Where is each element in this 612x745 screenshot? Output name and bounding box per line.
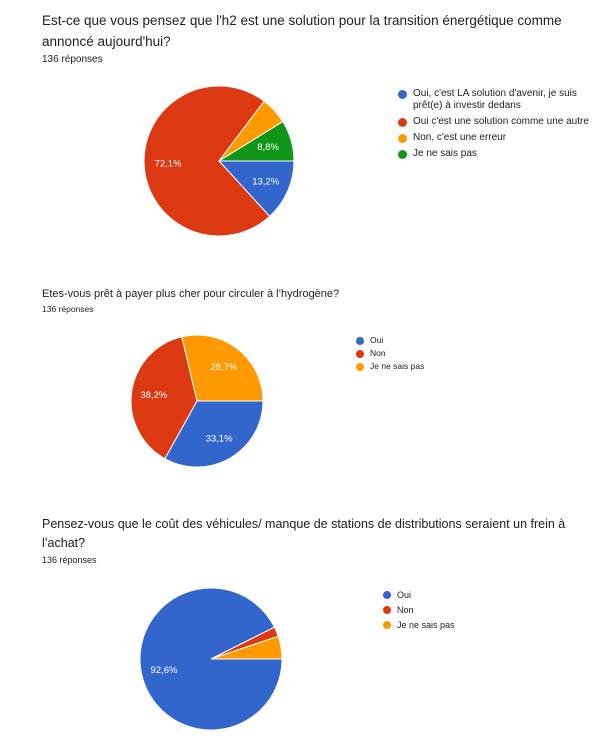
pie-slice-je-ne-sais-pas: [210, 635, 283, 660]
legend-swatch: [356, 362, 364, 371]
legend-swatch: [356, 349, 364, 358]
legend-label: Oui: [397, 590, 412, 600]
pie-slice-oui-c-est-la-solution-d-avenir-je-suis-p: [217, 160, 295, 218]
legend-swatch: [398, 89, 407, 99]
pie-slice-je-ne-sais-pas: [181, 334, 264, 402]
slice-percent-label: 28,7%: [211, 362, 238, 373]
slice-percent-label: 72,1%: [155, 158, 182, 169]
slice-percent-label: 92,6%: [151, 665, 178, 676]
pie-slice-je-ne-sais-pas: [217, 120, 295, 162]
legend-label: Je ne sais pas: [397, 620, 455, 630]
legend-item: Je ne sais pas: [398, 148, 598, 160]
legend-item: Je ne sais pas: [356, 361, 556, 372]
slice-percent-label: 38,2%: [140, 390, 167, 401]
legend-swatch: [356, 336, 364, 345]
pie-slice-non: [130, 336, 198, 460]
legend-label: Non: [397, 605, 414, 615]
legend-item: Oui: [383, 589, 583, 601]
pie-slice-oui-c-est-une-solution-comme-une-autre: [143, 85, 271, 237]
chart-title: Pensez-vous que le coût des véhicules/ m…: [42, 517, 566, 550]
chart-legend: Oui, c'est LA solution d'avenir, je suis…: [398, 88, 598, 164]
pie-slice-oui: [164, 400, 264, 468]
legend-swatch: [398, 149, 407, 159]
legend-item: Oui: [356, 335, 556, 346]
response-count: 136 réponses: [42, 54, 103, 65]
legend-item: Non: [383, 604, 583, 616]
slice-percent-label: 8,8%: [257, 142, 279, 153]
legend-label: Oui: [370, 335, 384, 345]
response-count: 136 réponses: [42, 555, 97, 565]
legend-item: Non: [356, 348, 556, 359]
slice-percent-label: 33,1%: [206, 434, 233, 445]
legend-label: Je ne sais pas: [370, 361, 425, 371]
pie-chart: 33,1% 38,2% 28,7%: [130, 334, 264, 468]
chart-title: Est-ce que vous pensez que l'h2 est une …: [42, 13, 562, 49]
legend-item: Oui c'est une solution comme une autre: [398, 116, 598, 128]
legend-item: Oui, c'est LA solution d'avenir, je suis…: [398, 88, 598, 112]
legend-swatch: [383, 606, 391, 614]
slice-percent-label: 13,2%: [252, 177, 279, 188]
legend-label: Non: [370, 348, 386, 358]
legend-swatch: [383, 591, 391, 599]
pie-chart: 92,6%: [139, 587, 283, 731]
legend-label: Oui c'est une solution comme une autre: [413, 116, 589, 127]
legend-item: Je ne sais pas: [383, 619, 583, 631]
chart-legend: Oui Non Je ne sais pas: [356, 335, 556, 374]
legend-label: Non, c'est une erreur: [413, 132, 507, 143]
chart-legend: Oui Non Je ne sais pas: [383, 589, 583, 634]
legend-label: Oui, c'est LA solution d'avenir, je suis…: [413, 88, 577, 111]
legend-item: Non, c'est une erreur: [398, 132, 598, 144]
chart-title: Etes-vous prêt à payer plus cher pour ci…: [42, 288, 340, 300]
legend-swatch: [398, 117, 407, 127]
response-count: 136 réponses: [42, 304, 94, 314]
pie-chart: 13,2% 72,1% 8,8%: [143, 85, 295, 237]
legend-label: Je ne sais pas: [413, 148, 477, 159]
legend-swatch: [398, 133, 407, 143]
legend-swatch: [383, 621, 391, 629]
